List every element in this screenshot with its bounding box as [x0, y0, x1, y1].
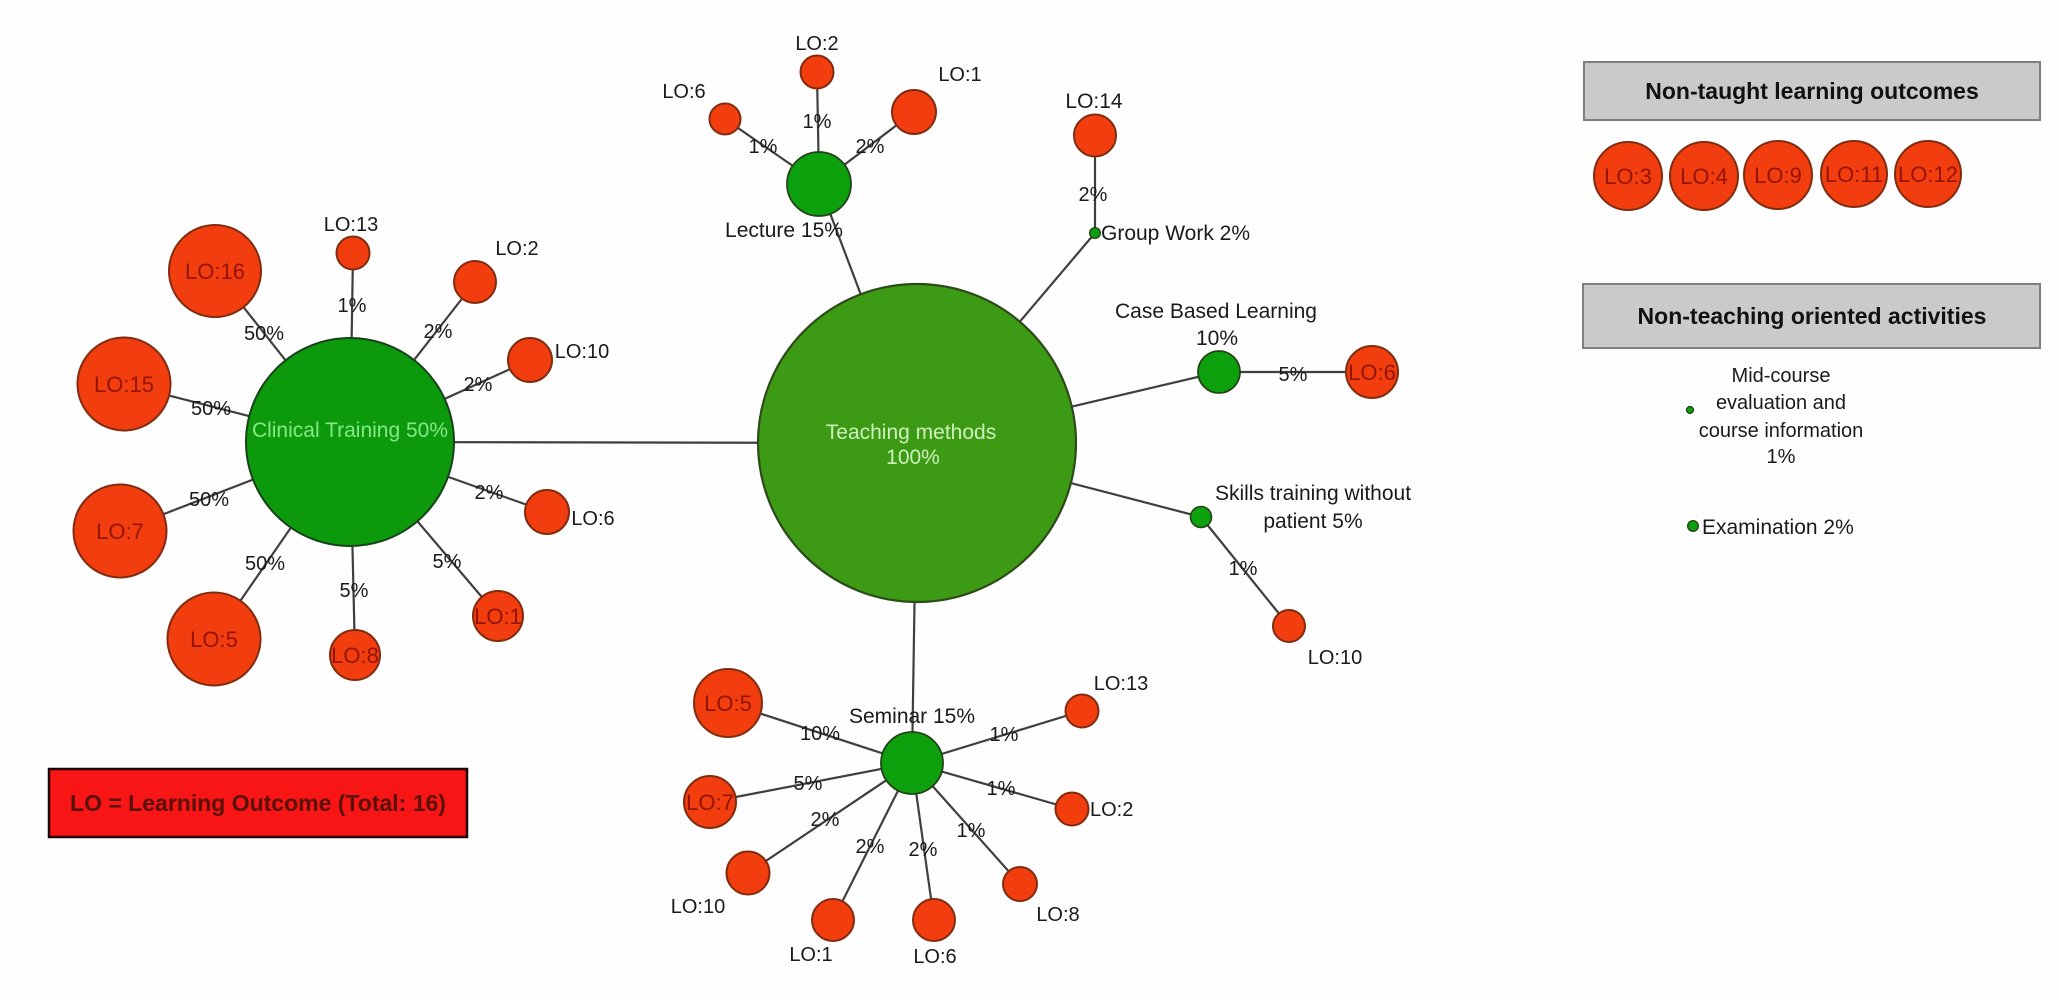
svg-text:Seminar 15%: Seminar 15%	[849, 705, 975, 728]
svg-text:LO:6: LO:6	[571, 508, 614, 530]
svg-text:LO = Learning Outcome (Total:: LO = Learning Outcome (Total: 16)	[70, 790, 446, 816]
svg-text:LO:6: LO:6	[913, 946, 956, 968]
svg-text:LO:15: LO:15	[94, 372, 154, 397]
svg-text:LO:10: LO:10	[555, 341, 609, 363]
svg-text:Lecture 15%: Lecture 15%	[725, 219, 843, 242]
svg-text:LO:10: LO:10	[671, 896, 725, 918]
svg-text:LO:8: LO:8	[1036, 904, 1079, 926]
svg-text:2%: 2%	[856, 836, 885, 858]
svg-text:LO:1: LO:1	[789, 944, 832, 966]
svg-text:Non-teaching oriented activiti: Non-teaching oriented activities	[1638, 303, 1987, 329]
svg-text:2%: 2%	[424, 321, 453, 343]
svg-text:Skills training without: Skills training without	[1215, 482, 1411, 505]
svg-text:1%: 1%	[749, 136, 778, 158]
svg-text:1%: 1%	[1229, 558, 1258, 580]
svg-text:Mid-course: Mid-course	[1732, 365, 1831, 387]
svg-text:10%: 10%	[800, 723, 840, 745]
svg-text:5%: 5%	[1279, 364, 1308, 386]
svg-text:Examination 2%: Examination 2%	[1702, 516, 1854, 539]
svg-text:LO:1: LO:1	[474, 604, 522, 629]
svg-text:2%: 2%	[475, 482, 504, 504]
svg-text:Case Based Learning: Case Based Learning	[1115, 300, 1317, 323]
svg-text:LO:9: LO:9	[1754, 163, 1802, 188]
svg-text:2%: 2%	[1079, 184, 1108, 206]
svg-text:course information: course information	[1699, 420, 1864, 442]
svg-text:LO:7: LO:7	[96, 519, 144, 544]
svg-text:LO:13: LO:13	[1094, 673, 1148, 695]
svg-text:50%: 50%	[245, 553, 285, 575]
svg-text:LO:11: LO:11	[1825, 162, 1883, 187]
svg-text:1%: 1%	[990, 724, 1019, 746]
svg-text:LO:6: LO:6	[1348, 360, 1396, 385]
svg-text:LO:2: LO:2	[495, 238, 538, 260]
svg-text:5%: 5%	[794, 773, 823, 795]
svg-text:LO:6: LO:6	[662, 81, 705, 103]
svg-text:1%: 1%	[338, 295, 367, 317]
svg-text:1%: 1%	[987, 778, 1016, 800]
svg-text:1%: 1%	[803, 111, 832, 133]
svg-text:50%: 50%	[189, 489, 229, 511]
svg-text:10%: 10%	[1196, 327, 1238, 350]
svg-text:2%: 2%	[464, 374, 493, 396]
svg-text:LO:16: LO:16	[185, 259, 245, 284]
svg-text:LO:8: LO:8	[331, 643, 379, 668]
svg-text:LO:10: LO:10	[1308, 647, 1362, 669]
svg-text:LO:4: LO:4	[1680, 164, 1728, 189]
svg-text:50%: 50%	[244, 323, 284, 345]
svg-text:LO:5: LO:5	[704, 691, 752, 716]
svg-text:Group Work 2%: Group Work 2%	[1101, 222, 1250, 245]
svg-text:patient 5%: patient 5%	[1263, 510, 1362, 533]
svg-text:LO:1: LO:1	[938, 64, 981, 86]
svg-text:1%: 1%	[957, 820, 986, 842]
svg-text:LO:13: LO:13	[324, 214, 378, 236]
svg-text:Clinical Training 50%: Clinical Training 50%	[252, 419, 448, 442]
svg-text:5%: 5%	[433, 551, 462, 573]
svg-text:LO:5: LO:5	[190, 627, 238, 652]
svg-text:2%: 2%	[909, 839, 938, 861]
svg-text:50%: 50%	[191, 398, 231, 420]
svg-text:LO:12: LO:12	[1898, 162, 1958, 187]
svg-text:5%: 5%	[340, 580, 369, 602]
svg-text:100%: 100%	[886, 446, 940, 469]
svg-text:2%: 2%	[811, 809, 840, 831]
svg-text:2%: 2%	[856, 136, 885, 158]
svg-text:LO:7: LO:7	[686, 790, 734, 815]
svg-text:LO:2: LO:2	[1090, 799, 1133, 821]
svg-text:LO:3: LO:3	[1604, 164, 1652, 189]
svg-text:1%: 1%	[1767, 446, 1796, 468]
svg-text:evaluation and: evaluation and	[1716, 392, 1846, 414]
svg-text:LO:14: LO:14	[1065, 90, 1123, 113]
svg-text:Teaching methods: Teaching methods	[826, 421, 996, 444]
svg-text:LO:2: LO:2	[795, 33, 838, 55]
svg-text:Non-taught learning outcomes: Non-taught learning outcomes	[1645, 78, 1979, 104]
